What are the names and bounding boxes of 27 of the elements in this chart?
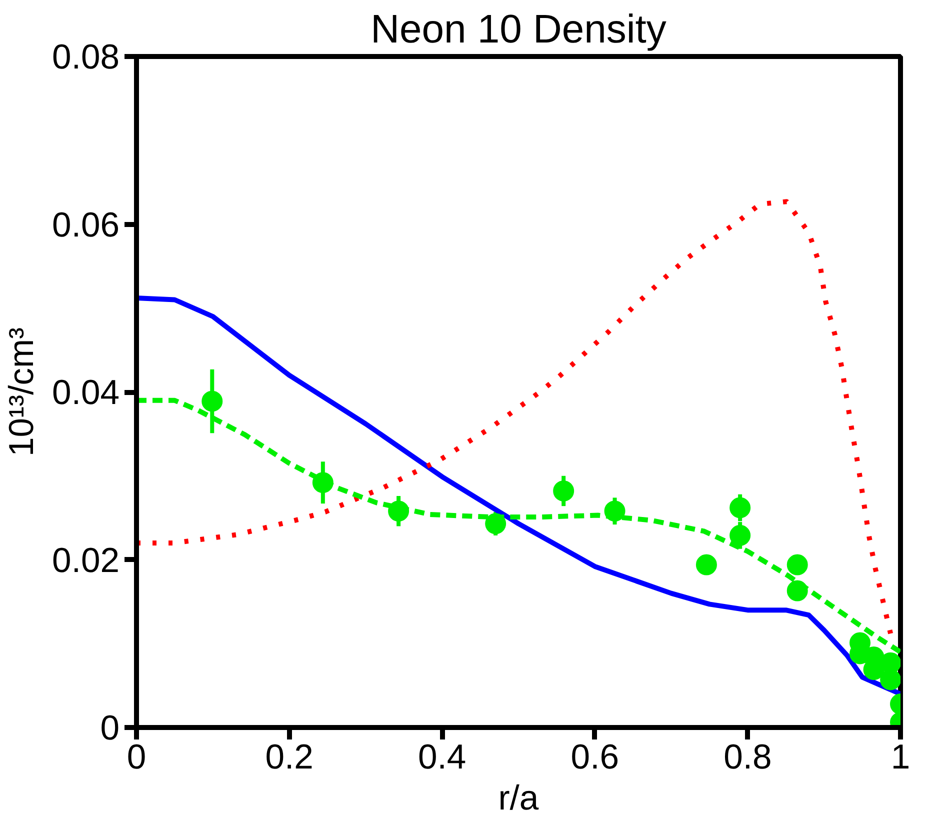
y-tick-label: 0.02 bbox=[52, 542, 120, 580]
y-tick-label: 0.04 bbox=[52, 374, 120, 412]
point bbox=[388, 500, 410, 522]
point bbox=[202, 390, 223, 412]
point bbox=[730, 524, 751, 546]
point bbox=[880, 669, 900, 690]
x-tick-label: 0.2 bbox=[265, 738, 314, 776]
x-tick-label: 0.6 bbox=[570, 738, 619, 776]
y-tick-label: 0.06 bbox=[52, 206, 120, 244]
y-axis-title: 10¹³/cm³ bbox=[3, 328, 42, 456]
point bbox=[730, 497, 751, 518]
point bbox=[786, 580, 808, 602]
x-tick-label: 0.4 bbox=[418, 738, 466, 776]
x-axis-title: r/a bbox=[498, 780, 540, 818]
point bbox=[312, 472, 334, 494]
x-tick-label: 0.8 bbox=[724, 738, 772, 776]
point bbox=[604, 500, 626, 522]
y-tick-label: 0 bbox=[100, 710, 120, 748]
point bbox=[786, 554, 808, 576]
y-tick-label: 0.08 bbox=[52, 38, 120, 76]
chart-title: Neon 10 Density bbox=[370, 8, 666, 52]
x-tick-label: 1 bbox=[890, 738, 910, 776]
point bbox=[485, 513, 506, 534]
point bbox=[553, 480, 574, 502]
point bbox=[880, 652, 900, 674]
x-tick-label: 0 bbox=[126, 738, 146, 776]
point bbox=[696, 554, 717, 576]
